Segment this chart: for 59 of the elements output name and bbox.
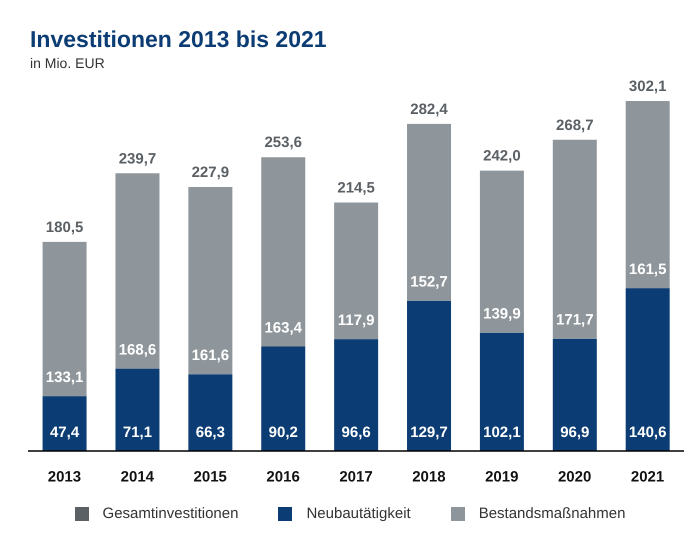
total-label: 239,7 — [118, 150, 156, 168]
chart-subtitle: in Mio. EUR — [29, 55, 106, 71]
bar — [626, 288, 670, 451]
total-label: 282,4 — [410, 100, 448, 118]
data-label: 90,2 — [268, 424, 298, 441]
bar — [480, 332, 524, 451]
total-label: 214,5 — [337, 179, 375, 196]
legend-label: Neubautätigkeit — [306, 505, 411, 522]
total-label: 302,1 — [628, 78, 666, 95]
data-label: 129,7 — [410, 424, 448, 441]
x-tick-label: 2020 — [558, 468, 592, 486]
data-label: 102,1 — [483, 424, 521, 441]
x-tick-label: 2016 — [266, 468, 300, 486]
bar — [188, 374, 232, 451]
bar — [334, 202, 378, 340]
total-label: 242,0 — [483, 148, 521, 165]
data-label: 168,6 — [118, 342, 156, 359]
data-label: 163,4 — [264, 320, 303, 336]
x-tick-label: 2021 — [630, 468, 664, 486]
bar — [552, 338, 597, 451]
bar — [261, 157, 306, 346]
total-label: 268,7 — [556, 116, 594, 134]
x-tick-label: 2019 — [485, 468, 518, 486]
x-tick-label: 2018 — [412, 468, 446, 486]
x-tick-label: 2015 — [194, 468, 227, 486]
bar — [626, 101, 670, 288]
data-label: 71,1 — [122, 424, 152, 441]
total-label: 253,6 — [264, 134, 302, 152]
data-label: 140,6 — [628, 424, 666, 441]
bar — [42, 396, 87, 451]
data-label: 66,3 — [196, 424, 225, 441]
legend-label: Gesamtinvestitionen — [102, 505, 238, 522]
data-label: 161,6 — [192, 347, 230, 364]
total-label: 227,9 — [192, 164, 230, 181]
data-label: 96,6 — [342, 424, 371, 441]
legend-label: Bestandsmaßnahmen — [478, 505, 626, 522]
bar — [115, 173, 160, 369]
data-label: 139,9 — [483, 306, 521, 323]
bar — [407, 300, 452, 451]
data-label: 171,7 — [556, 312, 594, 329]
x-tick-label: 2014 — [120, 468, 155, 486]
bar — [115, 368, 160, 451]
total-label: 180,5 — [46, 218, 84, 236]
data-label: 133,1 — [46, 369, 84, 386]
bar — [42, 242, 87, 396]
x-tick-label: 2013 — [48, 468, 82, 486]
bar — [407, 124, 452, 301]
bar — [552, 140, 597, 339]
data-label: 161,5 — [628, 261, 666, 278]
bar — [261, 346, 306, 451]
data-label: 152,7 — [410, 274, 448, 291]
data-label: 47,4 — [50, 424, 80, 441]
data-label: 96,9 — [560, 424, 590, 441]
bar — [334, 339, 378, 451]
x-tick-label: 2017 — [339, 468, 373, 486]
bar — [188, 186, 232, 374]
data-label: 117,9 — [338, 312, 374, 330]
chart-title: Investitionen 2013 bis 2021 — [29, 25, 328, 53]
bar — [480, 170, 524, 333]
